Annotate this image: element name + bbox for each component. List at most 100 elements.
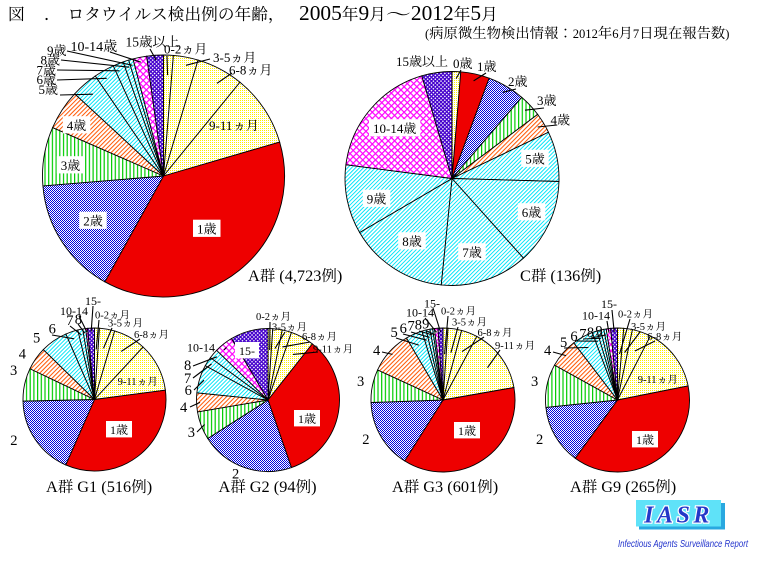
svg-text:0-2: 0-2 [441, 307, 455, 318]
svg-text:4: 4 [180, 400, 188, 416]
svg-text:): ) [311, 477, 316, 496]
svg-text:2005: 2005 [299, 1, 342, 25]
svg-text:1: 1 [458, 424, 464, 438]
svg-text:6-8: 6-8 [229, 63, 246, 78]
svg-text:2012: 2012 [411, 1, 454, 25]
svg-text:Infectious Agents Surveillance: Infectious Agents Surveillance Report [618, 539, 749, 550]
svg-text:4: 4 [544, 343, 552, 359]
svg-text:(516: (516 [101, 477, 131, 496]
svg-text:6-8: 6-8 [302, 332, 316, 343]
svg-text:9-11: 9-11 [209, 118, 232, 133]
svg-text:10-14: 10-14 [71, 40, 104, 55]
svg-text:2: 2 [10, 433, 17, 449]
svg-text:G1: G1 [77, 477, 97, 496]
svg-text:8: 8 [75, 312, 82, 328]
svg-text:3: 3 [357, 374, 364, 390]
svg-text:3: 3 [10, 363, 17, 379]
svg-text:6: 6 [612, 27, 618, 41]
svg-text:6: 6 [522, 205, 529, 220]
svg-text:(4,723: (4,723 [279, 266, 321, 285]
svg-text:9: 9 [367, 192, 374, 207]
svg-text:2: 2 [508, 74, 515, 89]
svg-text:6: 6 [570, 329, 577, 345]
svg-text:8: 8 [587, 325, 594, 341]
svg-text:0: 0 [453, 56, 460, 71]
svg-text:0-2: 0-2 [618, 310, 632, 321]
svg-text:4: 4 [551, 113, 558, 128]
svg-text:10-14: 10-14 [373, 121, 404, 136]
svg-text:): ) [147, 477, 152, 496]
svg-text:9-11: 9-11 [495, 341, 514, 352]
svg-text:15-: 15- [239, 344, 255, 358]
svg-text:6-8: 6-8 [134, 330, 148, 341]
svg-text:3-5: 3-5 [213, 50, 230, 65]
svg-text:15: 15 [396, 54, 409, 69]
svg-text:1: 1 [110, 423, 116, 437]
svg-text:A: A [392, 477, 404, 496]
svg-text:7: 7 [66, 313, 73, 329]
svg-text:3: 3 [537, 93, 544, 108]
svg-text:7: 7 [633, 27, 639, 41]
svg-text:5: 5 [525, 152, 532, 167]
svg-text:7: 7 [579, 327, 586, 343]
svg-text:9-11: 9-11 [638, 375, 657, 386]
svg-text:9-11: 9-11 [313, 345, 332, 356]
svg-text:2: 2 [362, 432, 369, 448]
svg-text:A: A [46, 477, 58, 496]
svg-text:9: 9 [359, 1, 370, 25]
svg-text:(601: (601 [447, 477, 477, 496]
svg-text:(265: (265 [625, 477, 655, 496]
svg-text:(94: (94 [274, 477, 296, 496]
svg-text:7: 7 [408, 319, 415, 335]
svg-text:4: 4 [373, 343, 381, 359]
svg-text:1: 1 [298, 412, 304, 426]
svg-text:9-11: 9-11 [118, 377, 137, 388]
svg-text:0-2: 0-2 [95, 311, 109, 322]
svg-text:3: 3 [61, 158, 68, 173]
svg-text:3-5: 3-5 [108, 319, 122, 330]
svg-text:): ) [725, 27, 729, 41]
svg-text:3-5: 3-5 [452, 318, 466, 329]
svg-text:(136: (136 [550, 266, 580, 285]
svg-text:): ) [671, 477, 676, 496]
svg-text:1: 1 [636, 433, 642, 447]
svg-text:6: 6 [49, 322, 56, 338]
svg-text:4: 4 [67, 118, 74, 133]
svg-text:6-8: 6-8 [478, 328, 492, 339]
svg-text:5: 5 [560, 335, 567, 351]
svg-text:5: 5 [470, 1, 481, 25]
svg-text:6: 6 [400, 321, 407, 337]
svg-text:2: 2 [83, 214, 90, 229]
svg-text:3-5: 3-5 [272, 323, 286, 334]
svg-text:): ) [596, 266, 601, 285]
svg-text:G3: G3 [423, 477, 443, 496]
svg-text:9: 9 [47, 43, 54, 58]
svg-text:15: 15 [126, 35, 140, 50]
svg-text:): ) [337, 266, 342, 285]
svg-text:9: 9 [595, 324, 602, 340]
svg-text:(: ( [425, 27, 429, 41]
svg-text:9: 9 [422, 317, 429, 333]
svg-text:8: 8 [415, 318, 422, 334]
svg-text:4: 4 [19, 347, 27, 363]
svg-text:0-2: 0-2 [256, 312, 270, 323]
svg-text:5: 5 [391, 325, 398, 341]
svg-text:3-5: 3-5 [631, 322, 645, 333]
svg-text:3: 3 [531, 374, 538, 390]
svg-text:8: 8 [402, 234, 409, 249]
svg-text:G2: G2 [250, 477, 270, 496]
svg-text:C: C [520, 266, 531, 285]
svg-text:10-14: 10-14 [187, 341, 215, 355]
svg-text:2: 2 [536, 432, 543, 448]
svg-text:6-8: 6-8 [647, 332, 661, 343]
svg-text:1: 1 [197, 222, 204, 237]
svg-text:A: A [570, 477, 582, 496]
svg-text:A: A [219, 477, 231, 496]
svg-text:3: 3 [188, 425, 195, 441]
svg-text:A: A [248, 266, 260, 285]
svg-text:IASR: IASR [643, 503, 713, 529]
svg-text:2012: 2012 [573, 27, 598, 41]
svg-text:7: 7 [462, 245, 469, 260]
svg-text:6: 6 [185, 383, 192, 399]
svg-text:10-14: 10-14 [582, 309, 610, 323]
